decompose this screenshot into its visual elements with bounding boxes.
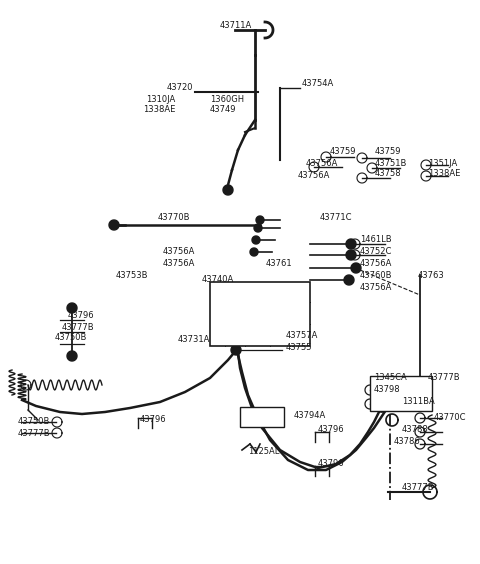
- Text: 43756A: 43756A: [163, 259, 195, 268]
- Text: 43756A: 43756A: [360, 284, 392, 293]
- Polygon shape: [231, 345, 241, 355]
- Text: 43786: 43786: [394, 438, 421, 447]
- Text: 43756A: 43756A: [306, 160, 338, 169]
- Text: 43794A: 43794A: [294, 412, 326, 421]
- Text: 43756A: 43756A: [298, 170, 330, 179]
- Text: 43759: 43759: [330, 148, 357, 156]
- Text: 43777B: 43777B: [402, 482, 434, 491]
- Text: 43796: 43796: [318, 425, 345, 434]
- Text: 43750B: 43750B: [18, 417, 50, 426]
- Text: 43796: 43796: [68, 311, 95, 320]
- Text: 1351JA: 1351JA: [428, 158, 457, 168]
- Text: 43750B: 43750B: [55, 333, 87, 342]
- Text: 43740A: 43740A: [202, 275, 234, 284]
- Text: 43756A: 43756A: [360, 259, 392, 268]
- Text: 1360GH: 1360GH: [210, 95, 244, 104]
- Polygon shape: [250, 248, 258, 256]
- Text: 43711A: 43711A: [220, 21, 252, 30]
- Polygon shape: [254, 224, 262, 232]
- Polygon shape: [346, 239, 356, 249]
- Text: 1311BA: 1311BA: [402, 398, 435, 407]
- Text: 43753B: 43753B: [116, 271, 148, 280]
- Text: 43754A: 43754A: [302, 80, 334, 89]
- Polygon shape: [223, 185, 233, 195]
- Text: 43751B: 43751B: [375, 158, 408, 168]
- Text: 1338AE: 1338AE: [428, 170, 460, 178]
- Polygon shape: [344, 275, 354, 285]
- Text: 43759: 43759: [375, 148, 401, 156]
- Text: 43788: 43788: [402, 425, 429, 434]
- Polygon shape: [256, 216, 264, 224]
- Text: 43796: 43796: [140, 416, 167, 425]
- Text: 43756A: 43756A: [163, 248, 195, 257]
- Text: 43749: 43749: [210, 105, 237, 114]
- Polygon shape: [231, 334, 241, 344]
- Text: 1345CA: 1345CA: [374, 373, 407, 382]
- Text: 43763: 43763: [418, 271, 445, 280]
- Text: 1125AL: 1125AL: [248, 447, 279, 456]
- Text: 43777B: 43777B: [62, 323, 95, 332]
- Polygon shape: [67, 303, 77, 313]
- Text: 43777B: 43777B: [18, 429, 50, 438]
- Polygon shape: [346, 250, 356, 260]
- Text: 43720: 43720: [167, 83, 193, 92]
- Text: 43770C: 43770C: [434, 413, 467, 422]
- Text: 1338AE: 1338AE: [143, 105, 175, 114]
- Text: 43760B: 43760B: [360, 271, 393, 280]
- Polygon shape: [109, 220, 119, 230]
- Text: 43777B: 43777B: [428, 373, 461, 382]
- Text: 43770B: 43770B: [157, 214, 190, 223]
- Text: 43771C: 43771C: [320, 214, 352, 223]
- Text: 43798: 43798: [374, 386, 401, 394]
- Polygon shape: [67, 351, 77, 361]
- Text: 43757A: 43757A: [286, 332, 318, 341]
- Text: 43752C: 43752C: [360, 246, 392, 255]
- Text: 1461LB: 1461LB: [360, 236, 392, 245]
- Polygon shape: [351, 263, 361, 273]
- Text: 43755: 43755: [286, 342, 312, 351]
- Text: 43796: 43796: [318, 460, 345, 469]
- Bar: [210, 282, 310, 346]
- Text: 1310JA: 1310JA: [146, 95, 175, 104]
- Polygon shape: [252, 236, 260, 244]
- Text: 43731A: 43731A: [178, 336, 210, 345]
- Bar: [240, 407, 284, 427]
- Text: 43758: 43758: [375, 170, 402, 178]
- Bar: [370, 376, 432, 411]
- Text: 43761: 43761: [266, 259, 293, 268]
